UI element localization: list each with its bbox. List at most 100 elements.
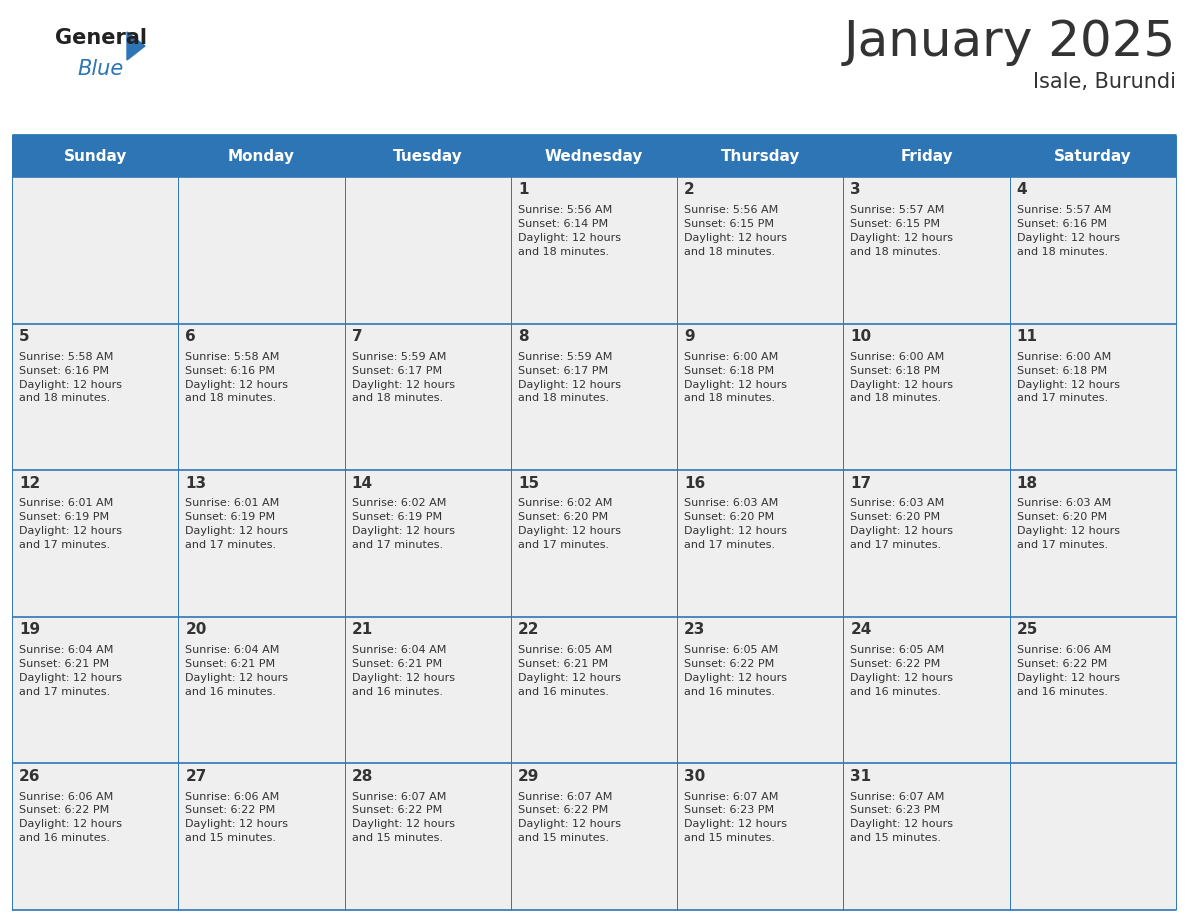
Text: and 16 minutes.: and 16 minutes. xyxy=(518,687,609,697)
Bar xyxy=(178,764,345,910)
Bar xyxy=(677,764,843,910)
Text: 31: 31 xyxy=(851,769,872,784)
Bar xyxy=(677,324,843,470)
Text: Daylight: 12 hours: Daylight: 12 hours xyxy=(518,819,621,829)
Bar xyxy=(511,617,677,764)
Text: Sunrise: 6:05 AM: Sunrise: 6:05 AM xyxy=(684,645,778,655)
Bar xyxy=(843,764,1010,910)
Text: 24: 24 xyxy=(851,622,872,637)
Text: 2: 2 xyxy=(684,183,695,197)
Text: and 17 minutes.: and 17 minutes. xyxy=(185,540,277,550)
Text: Sunrise: 6:00 AM: Sunrise: 6:00 AM xyxy=(684,352,778,362)
Text: Sunset: 6:15 PM: Sunset: 6:15 PM xyxy=(851,219,941,229)
Text: Daylight: 12 hours: Daylight: 12 hours xyxy=(1017,379,1120,389)
Bar xyxy=(12,177,178,324)
Text: Sunset: 6:14 PM: Sunset: 6:14 PM xyxy=(518,219,608,229)
Text: Daylight: 12 hours: Daylight: 12 hours xyxy=(851,526,954,536)
Text: and 16 minutes.: and 16 minutes. xyxy=(185,687,277,697)
Text: Daylight: 12 hours: Daylight: 12 hours xyxy=(1017,233,1120,243)
Polygon shape xyxy=(127,32,145,60)
Text: Daylight: 12 hours: Daylight: 12 hours xyxy=(684,819,788,829)
Text: 23: 23 xyxy=(684,622,706,637)
Bar xyxy=(12,764,178,910)
Text: Sunset: 6:22 PM: Sunset: 6:22 PM xyxy=(518,805,608,815)
Text: Sunset: 6:20 PM: Sunset: 6:20 PM xyxy=(851,512,941,522)
Text: Sunset: 6:22 PM: Sunset: 6:22 PM xyxy=(851,659,941,669)
Text: 9: 9 xyxy=(684,329,695,344)
Text: Sunrise: 6:04 AM: Sunrise: 6:04 AM xyxy=(352,645,446,655)
Text: 29: 29 xyxy=(518,769,539,784)
Text: Sunrise: 5:58 AM: Sunrise: 5:58 AM xyxy=(19,352,113,362)
Bar xyxy=(178,135,345,177)
Text: Sunset: 6:21 PM: Sunset: 6:21 PM xyxy=(518,659,608,669)
Text: Daylight: 12 hours: Daylight: 12 hours xyxy=(352,673,455,683)
Bar xyxy=(345,324,511,470)
Text: Sunset: 6:23 PM: Sunset: 6:23 PM xyxy=(851,805,941,815)
Text: Sunrise: 6:03 AM: Sunrise: 6:03 AM xyxy=(851,498,944,509)
Bar xyxy=(178,470,345,617)
Text: Daylight: 12 hours: Daylight: 12 hours xyxy=(518,233,621,243)
Text: Sunset: 6:17 PM: Sunset: 6:17 PM xyxy=(518,365,608,375)
Text: Daylight: 12 hours: Daylight: 12 hours xyxy=(19,673,122,683)
Text: Daylight: 12 hours: Daylight: 12 hours xyxy=(185,819,289,829)
Text: 6: 6 xyxy=(185,329,196,344)
Text: Sunset: 6:16 PM: Sunset: 6:16 PM xyxy=(19,365,109,375)
Text: Sunset: 6:22 PM: Sunset: 6:22 PM xyxy=(1017,659,1107,669)
Text: Sunrise: 5:56 AM: Sunrise: 5:56 AM xyxy=(518,205,612,215)
Bar xyxy=(12,324,178,470)
Text: and 18 minutes.: and 18 minutes. xyxy=(1017,247,1108,257)
Text: Sunset: 6:20 PM: Sunset: 6:20 PM xyxy=(518,512,608,522)
Text: Daylight: 12 hours: Daylight: 12 hours xyxy=(1017,673,1120,683)
Bar xyxy=(677,617,843,764)
Text: Sunset: 6:16 PM: Sunset: 6:16 PM xyxy=(185,365,276,375)
Text: Sunset: 6:19 PM: Sunset: 6:19 PM xyxy=(19,512,109,522)
Text: Isale, Burundi: Isale, Burundi xyxy=(1034,72,1176,92)
Text: and 17 minutes.: and 17 minutes. xyxy=(1017,540,1108,550)
Text: and 18 minutes.: and 18 minutes. xyxy=(19,394,110,403)
Text: Monday: Monday xyxy=(228,149,295,163)
Text: Thursday: Thursday xyxy=(721,149,800,163)
Text: Sunrise: 6:07 AM: Sunrise: 6:07 AM xyxy=(518,791,612,801)
Text: Sunrise: 5:56 AM: Sunrise: 5:56 AM xyxy=(684,205,778,215)
Bar xyxy=(843,177,1010,324)
Bar xyxy=(511,764,677,910)
Text: Wednesday: Wednesday xyxy=(545,149,643,163)
Text: and 18 minutes.: and 18 minutes. xyxy=(518,394,609,403)
Text: and 18 minutes.: and 18 minutes. xyxy=(851,247,942,257)
Text: Sunset: 6:22 PM: Sunset: 6:22 PM xyxy=(19,805,109,815)
Bar xyxy=(511,470,677,617)
Text: Daylight: 12 hours: Daylight: 12 hours xyxy=(185,673,289,683)
Text: January 2025: January 2025 xyxy=(843,18,1176,66)
Bar xyxy=(12,135,178,177)
Bar xyxy=(677,470,843,617)
Text: Sunset: 6:19 PM: Sunset: 6:19 PM xyxy=(185,512,276,522)
Text: Sunset: 6:20 PM: Sunset: 6:20 PM xyxy=(684,512,775,522)
Text: Sunrise: 6:05 AM: Sunrise: 6:05 AM xyxy=(851,645,944,655)
Bar xyxy=(178,617,345,764)
Text: General: General xyxy=(55,28,147,48)
Bar xyxy=(178,324,345,470)
Text: Sunset: 6:21 PM: Sunset: 6:21 PM xyxy=(185,659,276,669)
Text: Sunrise: 6:03 AM: Sunrise: 6:03 AM xyxy=(1017,498,1111,509)
Text: Sunset: 6:19 PM: Sunset: 6:19 PM xyxy=(352,512,442,522)
Text: 28: 28 xyxy=(352,769,373,784)
Bar xyxy=(511,135,677,177)
Bar xyxy=(345,177,511,324)
Text: Sunset: 6:18 PM: Sunset: 6:18 PM xyxy=(1017,365,1107,375)
Bar xyxy=(1010,617,1176,764)
Text: 16: 16 xyxy=(684,476,706,491)
Text: and 17 minutes.: and 17 minutes. xyxy=(19,687,110,697)
Bar xyxy=(345,617,511,764)
Bar xyxy=(677,177,843,324)
Bar xyxy=(843,324,1010,470)
Text: and 17 minutes.: and 17 minutes. xyxy=(352,540,443,550)
Text: Sunday: Sunday xyxy=(63,149,127,163)
Text: Sunset: 6:23 PM: Sunset: 6:23 PM xyxy=(684,805,775,815)
Text: 21: 21 xyxy=(352,622,373,637)
Text: 10: 10 xyxy=(851,329,872,344)
Bar xyxy=(511,324,677,470)
Text: 19: 19 xyxy=(19,622,40,637)
Text: Sunrise: 6:07 AM: Sunrise: 6:07 AM xyxy=(684,791,778,801)
Text: Sunrise: 6:07 AM: Sunrise: 6:07 AM xyxy=(352,791,446,801)
Text: Daylight: 12 hours: Daylight: 12 hours xyxy=(851,233,954,243)
